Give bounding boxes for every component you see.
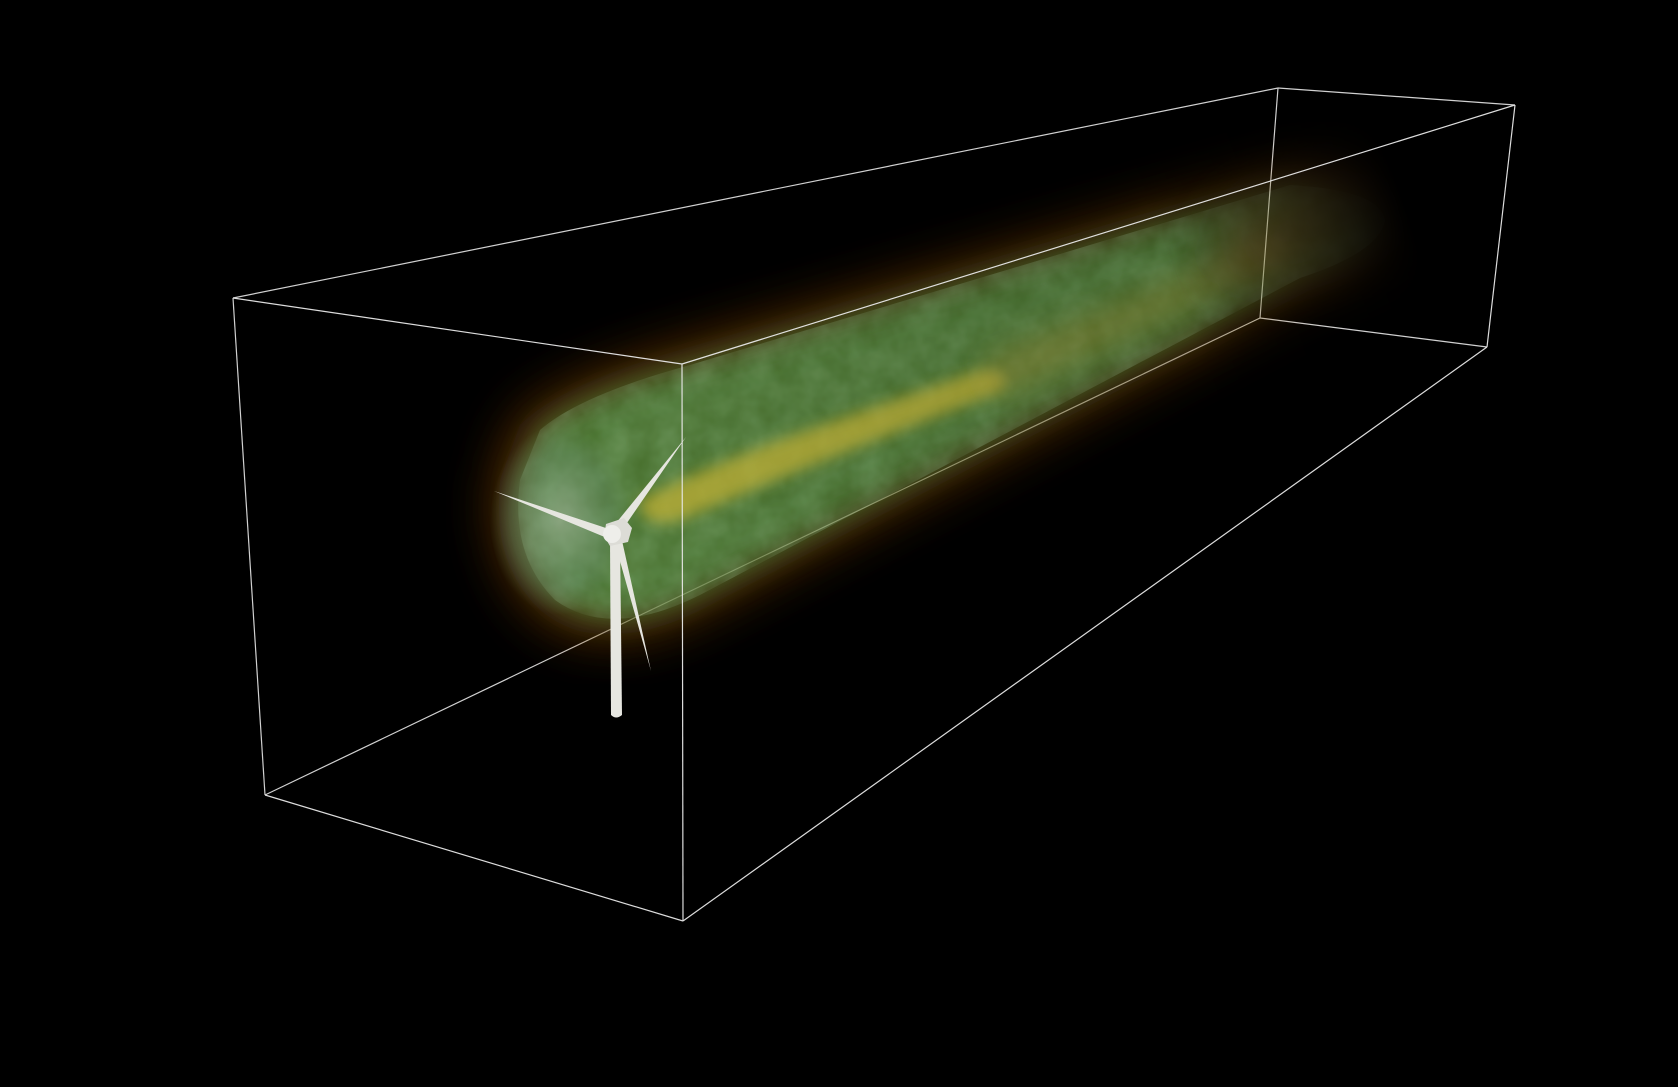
box-edge [232, 297, 266, 796]
turbine-blade-lower [614, 536, 651, 671]
box-edge [681, 104, 1516, 365]
wake-plume [490, 163, 1425, 635]
box-edge [264, 794, 684, 922]
turbine-blade-upper [612, 437, 686, 536]
turbine-tower [610, 538, 622, 718]
box-edge [682, 346, 1488, 922]
wake-far-tail [1215, 163, 1425, 277]
box-edge [232, 297, 683, 365]
box-edge [1259, 317, 1488, 348]
box-edge [681, 363, 684, 922]
turbine-blade-left [494, 491, 612, 538]
box-edge [232, 87, 1279, 299]
box-edge [1277, 87, 1516, 106]
box-edge [1486, 104, 1516, 348]
wake-core-extension [980, 244, 1292, 400]
wake-inner-core [640, 369, 1006, 523]
domain-bounding-box-front [232, 104, 1516, 922]
turbine-hub [603, 525, 621, 543]
wind-turbine [494, 437, 686, 718]
wake-near-rotor-cap [490, 425, 630, 615]
